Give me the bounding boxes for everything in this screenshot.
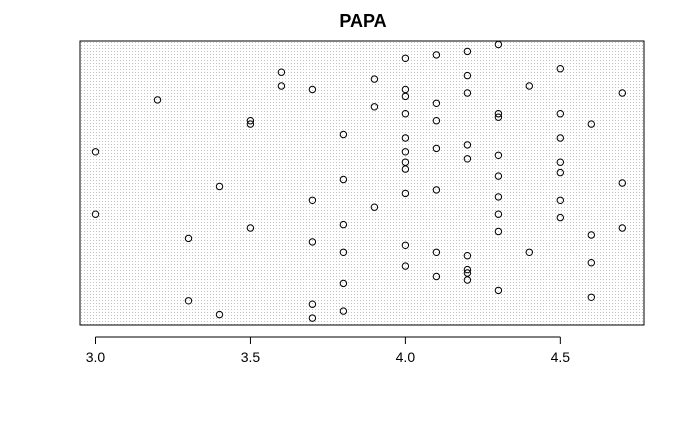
data-point — [184, 297, 193, 305]
data-point — [215, 310, 224, 319]
data-point — [401, 158, 410, 166]
x-tick-label: 3.0 — [86, 349, 106, 365]
data-point — [556, 158, 564, 166]
data-point — [463, 89, 472, 97]
data-point — [339, 307, 348, 315]
data-point — [246, 117, 255, 125]
data-point — [494, 172, 503, 180]
data-point — [587, 231, 595, 239]
data-point — [432, 51, 441, 59]
data-point — [370, 203, 379, 211]
data-point — [370, 75, 379, 83]
data-point — [308, 300, 317, 308]
data-point — [556, 110, 564, 118]
data-point — [463, 276, 472, 284]
data-point — [308, 85, 317, 94]
data-point — [339, 130, 348, 139]
data-point — [618, 89, 626, 97]
data-point — [556, 65, 564, 73]
data-point — [91, 148, 100, 156]
data-point — [618, 224, 626, 232]
data-point — [587, 259, 595, 267]
data-point — [370, 103, 379, 111]
data-point — [556, 213, 564, 222]
data-point — [401, 189, 410, 198]
data-point — [525, 248, 533, 257]
data-point — [401, 92, 410, 101]
data-point — [308, 314, 317, 322]
data-point — [432, 248, 441, 257]
data-point — [556, 168, 564, 177]
data-point — [494, 110, 503, 118]
data-point — [339, 175, 348, 184]
chart-title: PAPA — [339, 11, 386, 31]
data-point — [401, 134, 410, 142]
data-point — [401, 262, 410, 270]
data-point — [463, 141, 472, 149]
data-point — [463, 47, 472, 56]
data-point — [432, 117, 441, 125]
data-point — [432, 272, 441, 281]
data-point — [463, 71, 472, 80]
data-point — [339, 279, 348, 288]
data-point — [525, 82, 533, 90]
data-point — [339, 220, 348, 229]
data-point — [494, 286, 503, 295]
data-point — [308, 196, 317, 205]
data-point — [587, 293, 595, 301]
data-point — [277, 82, 286, 90]
data-point — [277, 68, 286, 76]
data-point — [246, 120, 255, 128]
data-point — [494, 210, 503, 218]
data-point — [308, 238, 317, 246]
data-point — [494, 227, 503, 236]
data-point — [463, 252, 472, 260]
data-point — [401, 241, 410, 250]
data-point — [432, 186, 441, 194]
data-point — [494, 113, 503, 121]
data-point — [556, 196, 564, 205]
data-point — [494, 193, 503, 201]
data-point — [463, 269, 472, 277]
data-point — [339, 248, 348, 257]
data-point — [494, 151, 503, 160]
plot-frame — [79, 40, 645, 326]
data-point — [463, 265, 472, 274]
data-point — [91, 210, 100, 218]
data-point — [401, 54, 410, 62]
data-point — [215, 182, 224, 191]
points-layer — [91, 40, 626, 322]
data-point — [401, 110, 410, 118]
data-point — [618, 179, 626, 187]
data-point — [153, 96, 162, 104]
x-axis: 3.0 3.5 4.0 4.5 — [86, 336, 571, 365]
data-point — [432, 144, 441, 153]
plot-grid-fill — [80, 41, 644, 325]
x-tick-label: 4.5 — [551, 349, 571, 365]
data-point — [556, 134, 564, 142]
data-point — [401, 165, 410, 173]
data-point — [184, 234, 193, 243]
data-point — [401, 148, 410, 156]
x-tick-label: 3.5 — [241, 349, 261, 365]
data-point — [246, 224, 255, 232]
data-point — [463, 155, 472, 163]
data-point — [432, 99, 441, 108]
data-point — [587, 120, 595, 128]
x-tick-label: 4.0 — [396, 349, 416, 365]
